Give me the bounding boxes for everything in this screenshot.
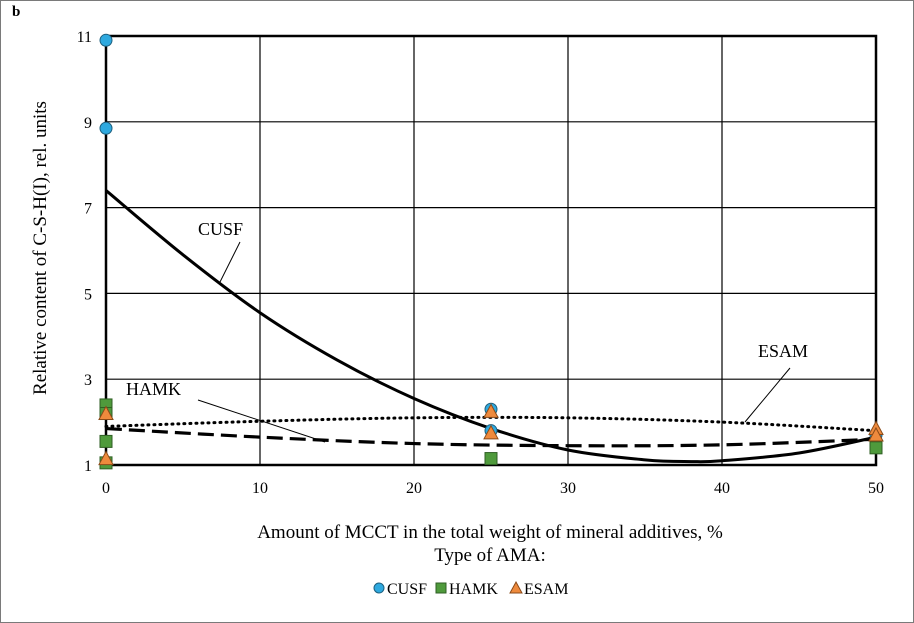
data-point-esam (98, 450, 114, 466)
data-point-hamk (99, 434, 113, 448)
legend-marker-hamk (435, 582, 447, 594)
data-point-cusf (99, 121, 113, 135)
y-tick-label: 5 (84, 286, 92, 303)
legend: CUSF HAMK ESAM (373, 580, 568, 598)
legend-label-hamk: HAMK (449, 581, 498, 598)
data-points (98, 33, 884, 470)
plot-border (104, 34, 878, 467)
annotation-esam: ESAM (758, 341, 808, 361)
y-tick-label: 7 (84, 201, 92, 218)
legend-marker-esam (509, 580, 523, 594)
data-point-esam (483, 424, 499, 440)
tick-labels: 0 10 20 30 40 50 1 3 5 7 9 11 (77, 29, 884, 497)
y-tick-label: 9 (84, 115, 92, 132)
trendline-hamk (105, 426, 877, 448)
x-tick-label: 40 (714, 480, 730, 497)
data-point-hamk (869, 441, 883, 455)
x-tick-label: 20 (406, 480, 422, 497)
data-point-hamk (484, 452, 498, 466)
annotation-hamk: HAMK (126, 379, 181, 399)
legend-label-esam: ESAM (524, 581, 568, 598)
plot-area-border (104, 34, 878, 467)
data-point-esam (868, 426, 884, 442)
data-point-cusf (99, 33, 113, 47)
y-axis-title: Relative content of C-S-H(I), rel. units (30, 101, 51, 395)
x-tick-label: 0 (102, 480, 110, 497)
y-tick-label: 3 (84, 372, 92, 389)
x-tick-label: 50 (868, 480, 884, 497)
annotation-cusf: CUSF (198, 219, 243, 239)
data-point-esam (483, 403, 499, 418)
annotation-leader-cusf (219, 241, 241, 283)
legend-label-cusf: CUSF (387, 581, 427, 598)
annotations: CUSF HAMK ESAM (126, 219, 808, 443)
annotation-leader-esam (744, 367, 791, 423)
x-axis-subtitle: Type of AMA: (434, 545, 546, 566)
x-tick-label: 30 (560, 480, 576, 497)
legend-marker-cusf (373, 582, 385, 594)
y-tick-label: 11 (77, 29, 92, 46)
x-axis-title: Amount of MCCT in the total weight of mi… (257, 522, 723, 543)
x-tick-label: 10 (252, 480, 268, 497)
annotation-leader-hamk (197, 399, 326, 443)
grid (105, 35, 877, 466)
y-tick-label: 1 (84, 458, 92, 475)
panel-label: b (12, 4, 21, 20)
data-point-esam (98, 405, 114, 421)
